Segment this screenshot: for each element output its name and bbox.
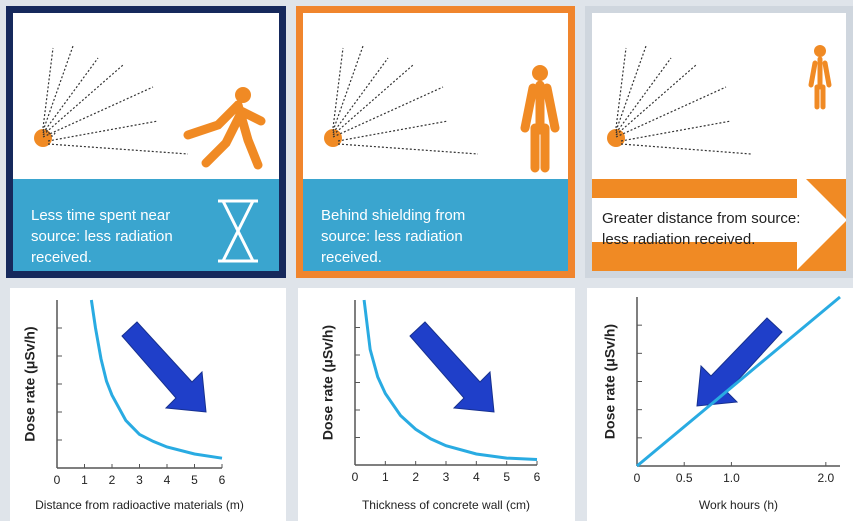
x-axis-label: Work hours (h) <box>699 498 778 512</box>
panel: Greater distance from source: less radia… <box>585 6 853 278</box>
trend-arrow <box>697 318 782 406</box>
x-tick-label: 3 <box>136 473 143 487</box>
trend-arrow <box>122 322 206 412</box>
panel: Less time spent near source: less radiat… <box>6 6 286 278</box>
x-tick-label: 6 <box>219 473 226 487</box>
x-tick-label: 6 <box>534 470 541 484</box>
hourglass-icon <box>13 13 283 278</box>
chart: 0 0.5 1.0 2.0 Work hours (h) Dose rate (μSv/h… <box>587 288 853 521</box>
trend-arrow <box>410 322 494 412</box>
x-axis-label: Distance from radioactive materials (m) <box>35 498 244 512</box>
y-axis-label: Dose rate (μSv/h) <box>320 325 336 440</box>
y-axis-label: Dose rate (μSv/h) <box>22 326 38 441</box>
x-tick-label: 4 <box>164 473 171 487</box>
x-tick-label: 1 <box>382 470 389 484</box>
x-tick-label: 2 <box>412 470 419 484</box>
x-tick-label: 5 <box>503 470 510 484</box>
y-axis-label: Dose rate (μSv/h) <box>602 324 618 439</box>
x-tick-label: 0 <box>54 473 61 487</box>
caption: Behind shielding from source: less radia… <box>321 205 511 268</box>
x-tick-label: 5 <box>191 473 198 487</box>
x-tick-label: 1.0 <box>723 471 740 485</box>
x-tick-label: 0 <box>634 471 641 485</box>
x-tick-label: 4 <box>473 470 480 484</box>
page: Less time spent near source: less radiat… <box>0 0 853 521</box>
x-tick-label: 2.0 <box>817 471 834 485</box>
x-tick-label: 2 <box>109 473 116 487</box>
x-tick-label: 0 <box>352 470 359 484</box>
data-line <box>637 297 840 466</box>
x-tick-label: 0.5 <box>676 471 693 485</box>
x-axis-label: Thickness of concrete wall (cm) <box>362 498 530 512</box>
x-tick-label: 3 <box>443 470 450 484</box>
panel: Behind shielding from source: less radia… <box>296 6 575 278</box>
caption: Greater distance from source: less radia… <box>602 208 802 250</box>
illustration <box>303 13 573 179</box>
chart: 0 1 2 3 4 5 6 Thickness of concrete wall (cm) Do… <box>298 288 575 521</box>
x-tick-label: 1 <box>81 473 88 487</box>
chart: 0 1 2 3 4 5 6 Distance from radioactive materia… <box>10 288 286 521</box>
